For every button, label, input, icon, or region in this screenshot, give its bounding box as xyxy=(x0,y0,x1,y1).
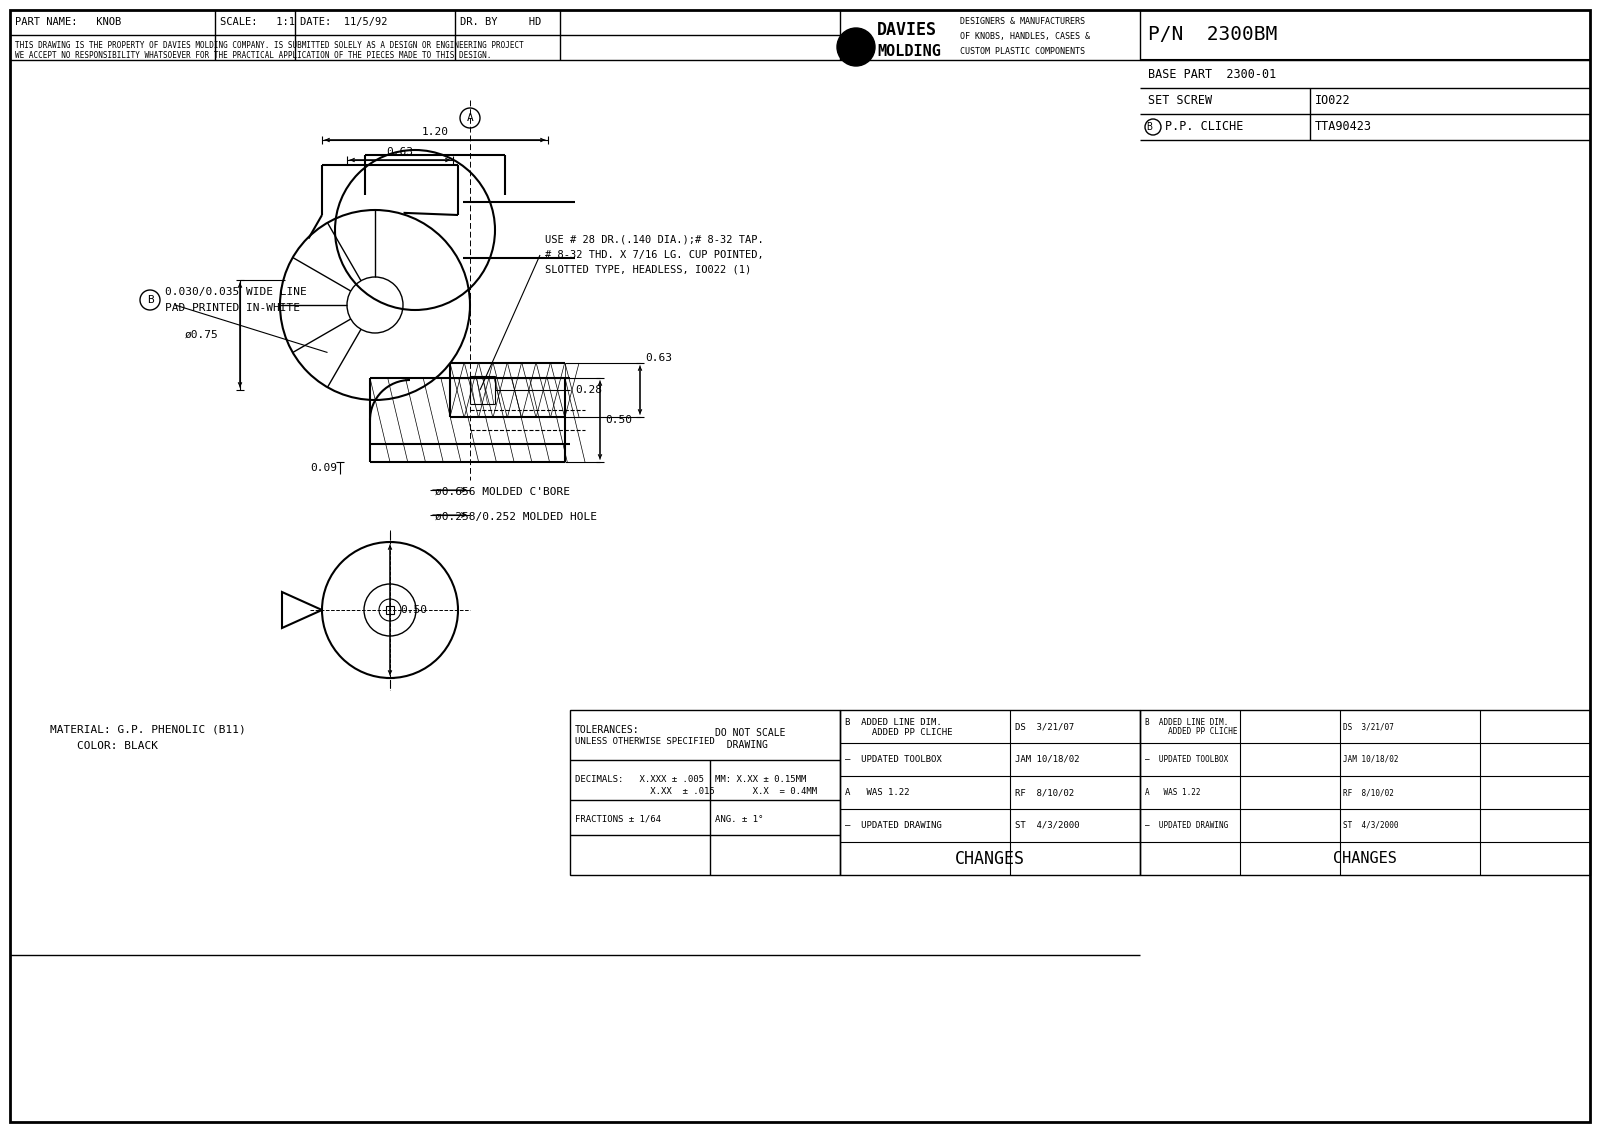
Text: DESIGNERS & MANUFACTURERS: DESIGNERS & MANUFACTURERS xyxy=(960,17,1085,26)
Text: B: B xyxy=(1146,122,1152,132)
Text: MATERIAL: G.P. PHENOLIC (B11): MATERIAL: G.P. PHENOLIC (B11) xyxy=(50,724,246,735)
Text: DR. BY     HD: DR. BY HD xyxy=(461,17,541,27)
Bar xyxy=(840,710,1139,875)
Text: DS  3/21/07: DS 3/21/07 xyxy=(1014,722,1074,731)
Text: ø0.258/0.252 MOLDED HOLE: ø0.258/0.252 MOLDED HOLE xyxy=(435,512,597,522)
Text: P/N  2300BM: P/N 2300BM xyxy=(1149,26,1277,44)
Text: DATE:  11/5/92: DATE: 11/5/92 xyxy=(301,17,387,27)
Text: 0.09: 0.09 xyxy=(310,463,338,473)
Text: # 8-32 THD. X 7/16 LG. CUP POINTED,: # 8-32 THD. X 7/16 LG. CUP POINTED, xyxy=(546,250,763,260)
Text: PAD PRINTED IN-WHITE: PAD PRINTED IN-WHITE xyxy=(165,303,301,314)
Text: USE # 28 DR.(.140 DIA.);# 8-32 TAP.: USE # 28 DR.(.140 DIA.);# 8-32 TAP. xyxy=(546,235,763,245)
Text: RF  8/10/02: RF 8/10/02 xyxy=(1014,788,1074,797)
Text: ADDED PP CLICHE: ADDED PP CLICHE xyxy=(845,728,952,737)
Text: THIS DRAWING IS THE PROPERTY OF DAVIES MOLDING COMPANY. IS SUBMITTED SOLELY AS A: THIS DRAWING IS THE PROPERTY OF DAVIES M… xyxy=(14,41,523,50)
Text: B  ADDED LINE DIM.: B ADDED LINE DIM. xyxy=(845,718,942,727)
Text: DAVIES: DAVIES xyxy=(877,22,938,38)
Text: TOLERANCES:: TOLERANCES: xyxy=(574,724,640,735)
Text: DRAWING: DRAWING xyxy=(715,740,768,751)
Text: RF  8/10/02: RF 8/10/02 xyxy=(1342,788,1394,797)
Text: 0.50: 0.50 xyxy=(400,604,427,615)
Text: ST  4/3/2000: ST 4/3/2000 xyxy=(1342,821,1398,830)
Text: 0.63: 0.63 xyxy=(387,147,413,157)
Text: JAM 10/18/02: JAM 10/18/02 xyxy=(1014,755,1080,764)
Text: WE ACCEPT NO RESPONSIBILITY WHATSOEVER FOR THE PRACTICAL APPLICATION OF THE PIEC: WE ACCEPT NO RESPONSIBILITY WHATSOEVER F… xyxy=(14,51,491,60)
Text: –  UPDATED TOOLBOX: – UPDATED TOOLBOX xyxy=(845,755,942,764)
Text: CHANGES: CHANGES xyxy=(955,849,1026,867)
Text: ADDED PP CLICHE: ADDED PP CLICHE xyxy=(1146,727,1237,736)
Circle shape xyxy=(837,28,875,66)
Text: B  ADDED LINE DIM.: B ADDED LINE DIM. xyxy=(1146,718,1229,727)
Text: IO022: IO022 xyxy=(1315,94,1350,108)
Text: ø0.75: ø0.75 xyxy=(186,331,219,340)
Text: P.P. CLICHE: P.P. CLICHE xyxy=(1165,120,1243,134)
Text: MM: X.XX ± 0.15MM: MM: X.XX ± 0.15MM xyxy=(715,775,806,784)
Text: SCALE:   1:1: SCALE: 1:1 xyxy=(221,17,294,27)
Text: ST  4/3/2000: ST 4/3/2000 xyxy=(1014,821,1080,830)
Text: A   WAS 1.22: A WAS 1.22 xyxy=(1146,788,1200,797)
Text: B: B xyxy=(147,295,154,305)
Text: UNLESS OTHERWISE SPECIFIED: UNLESS OTHERWISE SPECIFIED xyxy=(574,737,715,746)
Text: CHANGES: CHANGES xyxy=(1333,851,1397,866)
Text: MOLDING: MOLDING xyxy=(877,44,941,60)
Text: 0.28: 0.28 xyxy=(574,385,602,395)
Text: –  UPDATED DRAWING: – UPDATED DRAWING xyxy=(1146,821,1229,830)
Text: 0.50: 0.50 xyxy=(605,415,632,424)
Text: X.XX  ± .015: X.XX ± .015 xyxy=(574,788,715,797)
Bar xyxy=(386,606,394,614)
Text: 1.20: 1.20 xyxy=(421,127,448,137)
Text: 0.63: 0.63 xyxy=(645,353,672,363)
Text: ø0.656 MOLDED C'BORE: ø0.656 MOLDED C'BORE xyxy=(435,487,570,497)
Text: FRACTIONS ± 1/64: FRACTIONS ± 1/64 xyxy=(574,815,661,824)
Text: SET SCREW: SET SCREW xyxy=(1149,94,1213,108)
Text: PART NAME:   KNOB: PART NAME: KNOB xyxy=(14,17,122,27)
Text: COLOR: BLACK: COLOR: BLACK xyxy=(50,741,158,751)
Text: DO NOT SCALE: DO NOT SCALE xyxy=(715,728,786,738)
Text: TTA90423: TTA90423 xyxy=(1315,120,1373,134)
Text: A: A xyxy=(467,113,474,123)
Text: 0.030/0.035 WIDE LINE: 0.030/0.035 WIDE LINE xyxy=(165,288,307,297)
Bar xyxy=(1139,710,1590,875)
Text: JAM 10/18/02: JAM 10/18/02 xyxy=(1342,755,1398,764)
Text: –  UPDATED TOOLBOX: – UPDATED TOOLBOX xyxy=(1146,755,1229,764)
Text: A   WAS 1.22: A WAS 1.22 xyxy=(845,788,909,797)
Bar xyxy=(570,710,840,875)
Text: BASE PART  2300-01: BASE PART 2300-01 xyxy=(1149,68,1277,80)
Text: ANG. ± 1°: ANG. ± 1° xyxy=(715,815,763,824)
Text: CUSTOM PLASTIC COMPONENTS: CUSTOM PLASTIC COMPONENTS xyxy=(960,48,1085,57)
Text: –  UPDATED DRAWING: – UPDATED DRAWING xyxy=(845,821,942,830)
Text: SLOTTED TYPE, HEADLESS, IO022 (1): SLOTTED TYPE, HEADLESS, IO022 (1) xyxy=(546,265,752,275)
Text: X.X  = 0.4MM: X.X = 0.4MM xyxy=(715,788,818,797)
Text: DECIMALS:   X.XXX ± .005: DECIMALS: X.XXX ± .005 xyxy=(574,775,704,784)
Text: OF KNOBS, HANDLES, CASES &: OF KNOBS, HANDLES, CASES & xyxy=(960,33,1090,42)
Text: DS  3/21/07: DS 3/21/07 xyxy=(1342,722,1394,731)
